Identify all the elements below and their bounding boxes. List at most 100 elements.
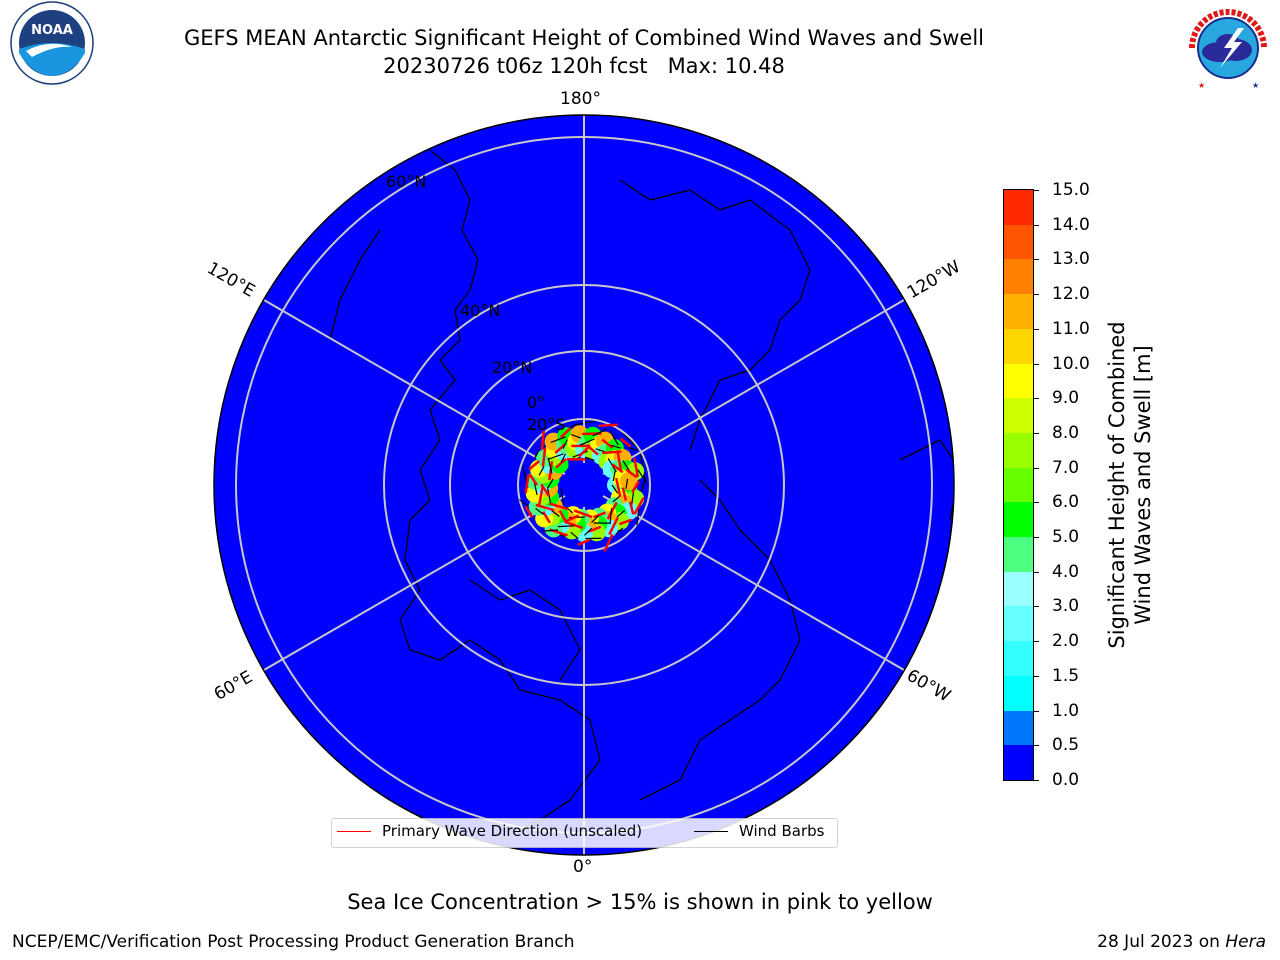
map-title: GEFS MEAN Antarctic Significant Height o… <box>183 26 985 50</box>
wave-direction-arrow <box>559 427 572 439</box>
wind-barb <box>584 456 595 461</box>
wind-barb <box>519 499 528 507</box>
wind-barb <box>625 478 629 489</box>
colorbar-tick-mark <box>1033 606 1039 608</box>
colorbar-segment <box>1004 328 1033 364</box>
colorbar-segment <box>1004 224 1033 260</box>
wind-barb <box>548 453 564 460</box>
colorbar-segment <box>1004 744 1033 780</box>
sea-ice-caption: Sea Ice Concentration > 15% is shown in … <box>347 890 933 914</box>
wave-direction-arrow <box>540 483 550 496</box>
wind-barb <box>579 438 595 446</box>
colorbar-title: Significant Height of Combined Wind Wave… <box>1104 321 1156 648</box>
colorbar-tick-mark <box>1033 641 1039 643</box>
legend-wave-label: Primary Wave Direction (unscaled) <box>382 822 643 840</box>
wind-barb <box>611 484 619 494</box>
wind-barb <box>542 529 559 532</box>
wave-direction-arrow <box>621 487 628 501</box>
wind-barb <box>591 515 600 523</box>
wind-barb <box>551 509 560 517</box>
wind-barb <box>547 457 553 474</box>
colorbar-tick-mark <box>1033 571 1039 573</box>
wave-direction-arrow <box>558 509 568 523</box>
wave-direction-arrow <box>619 518 633 526</box>
colorbar-tick-mark <box>1033 294 1039 296</box>
colorbar-tick-label: 3.0 <box>1052 596 1080 617</box>
colorbar-tick-label: 5.0 <box>1052 527 1080 548</box>
wave-direction-arrow <box>540 430 545 450</box>
wave-direction-arrow <box>608 517 619 536</box>
colorbar-segment <box>1004 605 1033 642</box>
colorbar-tick-label: 1.5 <box>1052 665 1080 686</box>
wave-direction-arrow <box>615 477 622 497</box>
pole-area <box>562 463 606 507</box>
wave-direction-arrow <box>548 461 554 481</box>
colorbar-tick-mark <box>1033 224 1039 226</box>
wave-direction-arrow <box>592 511 606 519</box>
wave-direction-arrow <box>633 458 640 478</box>
noaa-logo-text: NOAA <box>31 23 73 38</box>
colorbar-tick-mark <box>1033 190 1039 191</box>
wave-direction-arrow <box>631 480 640 494</box>
lat-label-20s: 20°S <box>527 415 566 434</box>
colorbar-tick-mark <box>1033 537 1039 539</box>
wave-direction-arrow <box>554 443 566 454</box>
legend-barb-line <box>694 831 728 832</box>
legend-wave-line <box>337 831 371 832</box>
colorbar-tick-mark <box>1033 467 1039 469</box>
nws-logo: ★ ★ <box>1183 3 1273 93</box>
wave-direction-arrow <box>603 533 614 553</box>
map-legend <box>331 818 838 848</box>
wind-barb <box>609 430 619 446</box>
colorbar-tick-mark <box>1033 363 1039 365</box>
legend-barb-label: Wind Barbs <box>739 822 825 840</box>
wave-field <box>519 423 648 553</box>
wave-direction-arrow <box>549 502 569 511</box>
wave-direction-arrow <box>528 473 539 486</box>
wind-barb <box>614 527 624 536</box>
wind-barb <box>628 447 639 451</box>
wave-direction-arrow <box>606 501 618 520</box>
wind-barb <box>550 436 566 444</box>
wind-barb <box>562 439 568 449</box>
wave-direction-arrow <box>524 505 534 518</box>
colorbar-tick-label: 14.0 <box>1052 214 1090 235</box>
lat-label-40n: 40°N <box>460 301 501 320</box>
colorbar-tick-label: 8.0 <box>1052 422 1080 443</box>
colorbar-segment <box>1004 258 1033 295</box>
wave-direction-arrow <box>564 520 583 530</box>
colorbar-tick-mark <box>1033 328 1039 330</box>
wind-barb <box>560 488 565 505</box>
colorbar-title-line2: Wind Waves and Swell [m] <box>1131 345 1155 625</box>
wave-direction-arrow <box>573 509 593 519</box>
lon-label-0: 0° <box>573 857 593 877</box>
colorbar-tick-label: 1.0 <box>1052 700 1080 721</box>
colorbar-segment <box>1004 293 1033 329</box>
credit-text: NCEP/EMC/Verification Post Processing Pr… <box>12 932 575 952</box>
colorbar-segment <box>1004 501 1033 538</box>
wave-direction-arrow <box>598 423 618 428</box>
lon-label-180: 180° <box>560 89 601 109</box>
colorbar-segment <box>1004 467 1033 503</box>
wind-barb <box>557 525 574 528</box>
colorbar-tick-label: 10.0 <box>1052 353 1090 374</box>
colorbar-segment <box>1004 363 1033 399</box>
colorbar-segment <box>1004 571 1033 607</box>
wind-barb <box>584 527 593 536</box>
colorbar-tick-mark <box>1033 780 1039 781</box>
run-date-text: 28 Jul 2023 on <box>1097 932 1220 952</box>
wind-barb <box>547 478 554 488</box>
colorbar-tick-mark <box>1033 710 1039 712</box>
wind-barb <box>610 444 621 449</box>
colorbar-segment <box>1004 675 1033 711</box>
colorbar-tick-label: 0.0 <box>1052 770 1080 790</box>
wind-barb <box>612 471 616 482</box>
colorbar-tick-label: 15.0 <box>1052 180 1090 200</box>
colorbar-tick-label: 4.0 <box>1052 561 1080 582</box>
colorbar-tick-mark <box>1033 259 1039 261</box>
wind-barb <box>535 507 544 515</box>
wave-direction-arrow <box>577 538 591 546</box>
wave-direction-arrow <box>524 474 530 494</box>
wind-barb <box>560 453 567 464</box>
